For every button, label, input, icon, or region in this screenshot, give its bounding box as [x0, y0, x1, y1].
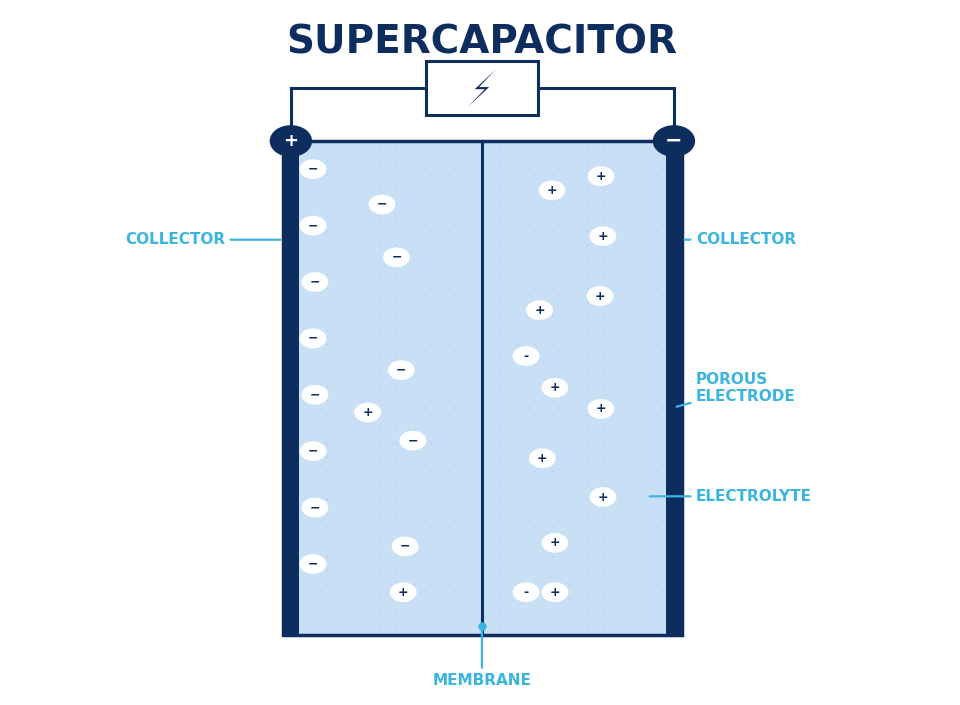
Bar	[666, 141, 682, 634]
Text: ELECTROLYTE: ELECTROLYTE	[650, 489, 812, 504]
Circle shape	[392, 537, 419, 556]
Text: −: −	[377, 198, 387, 211]
Circle shape	[300, 216, 326, 235]
Text: SUPERCAPACITOR: SUPERCAPACITOR	[286, 23, 678, 61]
Circle shape	[513, 346, 540, 366]
Circle shape	[399, 431, 426, 450]
Text: −: −	[308, 445, 318, 458]
Circle shape	[588, 399, 614, 419]
Text: −: −	[400, 540, 410, 553]
Text: −: −	[310, 276, 320, 288]
Bar	[283, 141, 682, 634]
Text: +: +	[546, 184, 558, 197]
Text: MEMBRANE: MEMBRANE	[433, 629, 531, 688]
Text: −: −	[308, 558, 318, 570]
Text: −: −	[665, 131, 683, 151]
Circle shape	[513, 582, 540, 602]
Circle shape	[300, 329, 326, 348]
Text: COLLECTOR: COLLECTOR	[125, 232, 280, 247]
Text: −: −	[396, 364, 406, 376]
Circle shape	[526, 300, 553, 320]
Text: +: +	[597, 230, 609, 243]
Text: +: +	[283, 132, 299, 150]
Text: +: +	[362, 406, 373, 419]
Text: +: +	[595, 403, 607, 415]
Circle shape	[390, 582, 417, 602]
Circle shape	[301, 498, 328, 517]
Text: -: -	[523, 350, 529, 362]
Text: −: −	[392, 251, 401, 264]
Circle shape	[300, 554, 326, 574]
Circle shape	[588, 166, 614, 186]
Text: +: +	[537, 452, 548, 465]
Text: +: +	[597, 491, 609, 503]
Circle shape	[383, 247, 410, 267]
Circle shape	[589, 487, 616, 507]
Circle shape	[300, 441, 326, 461]
Text: +: +	[549, 586, 561, 599]
Text: -: -	[523, 586, 529, 599]
Text: +: +	[594, 290, 606, 302]
Circle shape	[587, 286, 613, 306]
Circle shape	[301, 272, 328, 292]
Circle shape	[541, 582, 568, 602]
Circle shape	[654, 126, 694, 156]
Text: +: +	[534, 304, 545, 317]
Bar	[283, 141, 682, 634]
Circle shape	[541, 378, 568, 398]
Circle shape	[300, 159, 326, 179]
Circle shape	[369, 195, 396, 214]
Text: POROUS
ELECTRODE: POROUS ELECTRODE	[677, 372, 796, 407]
Text: +: +	[397, 586, 409, 599]
Circle shape	[541, 533, 568, 553]
Text: COLLECTOR: COLLECTOR	[684, 232, 796, 247]
Circle shape	[271, 126, 311, 156]
Bar	[283, 141, 299, 634]
Text: +: +	[595, 170, 607, 183]
Text: +: +	[549, 537, 561, 549]
Text: −: −	[310, 501, 320, 514]
Text: −: −	[310, 388, 320, 401]
Circle shape	[539, 180, 565, 200]
Circle shape	[589, 226, 616, 246]
Bar	[426, 61, 538, 115]
Circle shape	[301, 385, 328, 405]
Text: −: −	[308, 219, 318, 232]
Circle shape	[388, 360, 415, 380]
Text: +: +	[549, 381, 561, 394]
Text: −: −	[308, 332, 318, 345]
Polygon shape	[468, 69, 496, 107]
Text: −: −	[408, 434, 418, 447]
Text: −: −	[308, 163, 318, 176]
Circle shape	[529, 448, 556, 468]
Circle shape	[354, 403, 381, 422]
